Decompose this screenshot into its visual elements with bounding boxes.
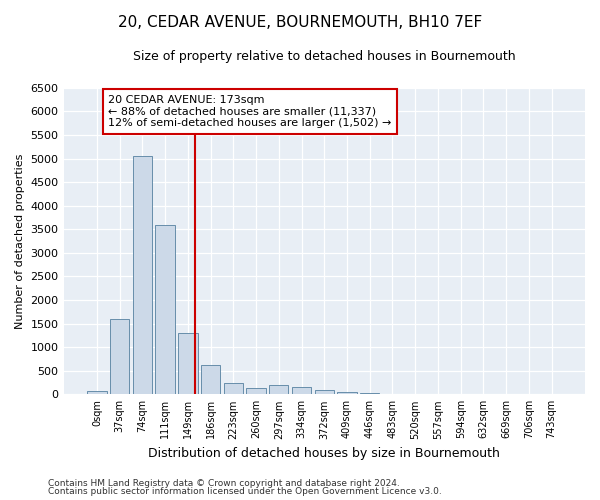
Title: Size of property relative to detached houses in Bournemouth: Size of property relative to detached ho… [133, 50, 515, 63]
Bar [178, 333, 197, 394]
Bar [201, 365, 220, 394]
Bar [337, 392, 356, 394]
Bar [292, 387, 311, 394]
Bar [224, 382, 243, 394]
Text: 20, CEDAR AVENUE, BOURNEMOUTH, BH10 7EF: 20, CEDAR AVENUE, BOURNEMOUTH, BH10 7EF [118, 15, 482, 30]
Text: Contains public sector information licensed under the Open Government Licence v3: Contains public sector information licen… [48, 488, 442, 496]
Bar [155, 224, 175, 394]
Bar [314, 390, 334, 394]
X-axis label: Distribution of detached houses by size in Bournemouth: Distribution of detached houses by size … [148, 447, 500, 460]
Bar [87, 391, 107, 394]
Text: 20 CEDAR AVENUE: 173sqm
← 88% of detached houses are smaller (11,337)
12% of sem: 20 CEDAR AVENUE: 173sqm ← 88% of detache… [108, 95, 392, 128]
Bar [133, 156, 152, 394]
Y-axis label: Number of detached properties: Number of detached properties [15, 154, 25, 328]
Bar [269, 385, 289, 394]
Text: Contains HM Land Registry data © Crown copyright and database right 2024.: Contains HM Land Registry data © Crown c… [48, 478, 400, 488]
Bar [247, 388, 266, 394]
Bar [110, 319, 130, 394]
